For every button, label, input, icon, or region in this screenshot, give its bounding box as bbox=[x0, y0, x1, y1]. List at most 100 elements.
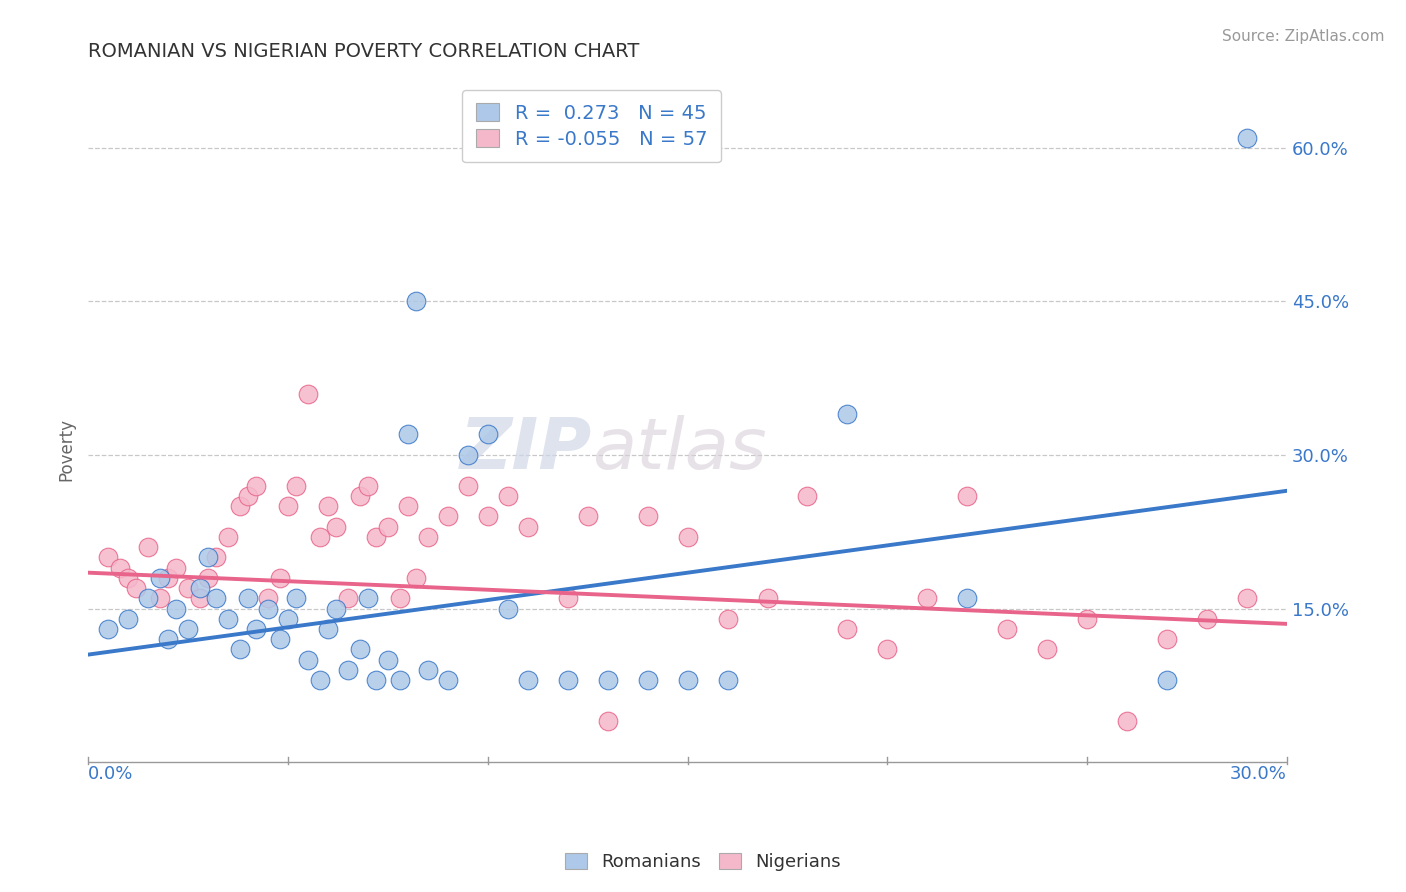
Point bbox=[457, 448, 479, 462]
Point bbox=[97, 550, 120, 565]
Point bbox=[316, 499, 339, 513]
Point bbox=[637, 509, 659, 524]
Point bbox=[257, 601, 280, 615]
Point bbox=[205, 550, 228, 565]
Point bbox=[405, 294, 427, 309]
Point bbox=[297, 653, 319, 667]
Point bbox=[285, 478, 308, 492]
Point bbox=[357, 478, 380, 492]
Point bbox=[477, 427, 499, 442]
Text: ZIP: ZIP bbox=[460, 416, 592, 484]
Y-axis label: Poverty: Poverty bbox=[58, 418, 75, 482]
Point bbox=[416, 663, 439, 677]
Point bbox=[205, 591, 228, 606]
Point bbox=[269, 571, 291, 585]
Point bbox=[1076, 612, 1098, 626]
Point bbox=[285, 591, 308, 606]
Point bbox=[676, 673, 699, 688]
Point bbox=[325, 601, 347, 615]
Point bbox=[1236, 130, 1258, 145]
Point bbox=[197, 550, 219, 565]
Point bbox=[309, 673, 332, 688]
Point bbox=[388, 591, 411, 606]
Point bbox=[165, 601, 187, 615]
Point bbox=[257, 591, 280, 606]
Point bbox=[238, 591, 260, 606]
Point bbox=[416, 530, 439, 544]
Point bbox=[388, 673, 411, 688]
Point bbox=[337, 591, 360, 606]
Point bbox=[136, 591, 159, 606]
Text: 0.0%: 0.0% bbox=[89, 765, 134, 783]
Point bbox=[377, 653, 399, 667]
Point bbox=[437, 509, 460, 524]
Point bbox=[477, 509, 499, 524]
Point bbox=[97, 622, 120, 636]
Point bbox=[229, 642, 252, 657]
Point bbox=[676, 530, 699, 544]
Point bbox=[349, 489, 371, 503]
Point bbox=[557, 673, 579, 688]
Point bbox=[956, 489, 979, 503]
Point bbox=[377, 519, 399, 533]
Point bbox=[796, 489, 818, 503]
Point bbox=[217, 612, 239, 626]
Point bbox=[277, 612, 299, 626]
Point bbox=[157, 632, 180, 647]
Point bbox=[177, 581, 200, 595]
Point bbox=[337, 663, 360, 677]
Point bbox=[229, 499, 252, 513]
Point bbox=[325, 519, 347, 533]
Point bbox=[188, 581, 211, 595]
Text: atlas: atlas bbox=[592, 416, 766, 484]
Point bbox=[396, 427, 419, 442]
Point bbox=[716, 612, 738, 626]
Point bbox=[637, 673, 659, 688]
Point bbox=[876, 642, 898, 657]
Point bbox=[238, 489, 260, 503]
Point bbox=[197, 571, 219, 585]
Point bbox=[188, 591, 211, 606]
Point bbox=[277, 499, 299, 513]
Point bbox=[157, 571, 180, 585]
Text: Source: ZipAtlas.com: Source: ZipAtlas.com bbox=[1222, 29, 1385, 44]
Point bbox=[1156, 632, 1178, 647]
Point bbox=[716, 673, 738, 688]
Point bbox=[837, 407, 859, 421]
Point bbox=[596, 714, 619, 728]
Point bbox=[405, 571, 427, 585]
Point bbox=[149, 591, 172, 606]
Point bbox=[576, 509, 599, 524]
Point bbox=[349, 642, 371, 657]
Point bbox=[245, 478, 267, 492]
Point bbox=[1236, 591, 1258, 606]
Point bbox=[516, 519, 538, 533]
Point bbox=[364, 673, 387, 688]
Point bbox=[125, 581, 148, 595]
Point bbox=[756, 591, 779, 606]
Point bbox=[149, 571, 172, 585]
Text: 30.0%: 30.0% bbox=[1230, 765, 1286, 783]
Point bbox=[437, 673, 460, 688]
Point bbox=[557, 591, 579, 606]
Point bbox=[316, 622, 339, 636]
Point bbox=[110, 560, 132, 574]
Legend: Romanians, Nigerians: Romanians, Nigerians bbox=[558, 846, 848, 879]
Text: ROMANIAN VS NIGERIAN POVERTY CORRELATION CHART: ROMANIAN VS NIGERIAN POVERTY CORRELATION… bbox=[89, 42, 640, 61]
Point bbox=[1116, 714, 1139, 728]
Point bbox=[217, 530, 239, 544]
Point bbox=[245, 622, 267, 636]
Point bbox=[956, 591, 979, 606]
Point bbox=[1156, 673, 1178, 688]
Point bbox=[396, 499, 419, 513]
Point bbox=[309, 530, 332, 544]
Point bbox=[136, 540, 159, 554]
Point bbox=[1036, 642, 1059, 657]
Point bbox=[837, 622, 859, 636]
Point bbox=[457, 478, 479, 492]
Point bbox=[596, 673, 619, 688]
Legend: R =  0.273   N = 45, R = -0.055   N = 57: R = 0.273 N = 45, R = -0.055 N = 57 bbox=[463, 90, 721, 162]
Point bbox=[995, 622, 1018, 636]
Point bbox=[269, 632, 291, 647]
Point bbox=[117, 612, 139, 626]
